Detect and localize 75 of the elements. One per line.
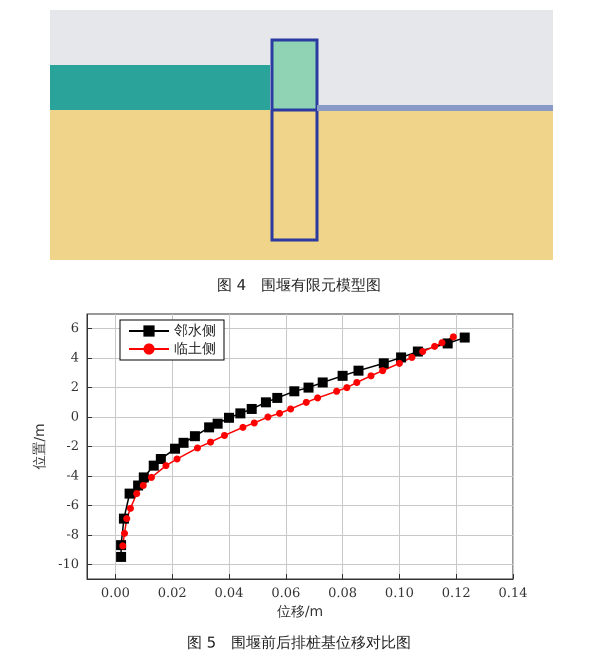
y-tick-label: 0 [70,410,79,425]
point [289,386,300,396]
point [148,474,155,481]
point [124,488,135,499]
text: 图 5 围堰前后排桩基位移对比图 [186,634,412,652]
x-tick-label: 0.00 [100,586,130,601]
y-tick-label: -6 [66,498,79,513]
legend-label: 临土侧 [174,341,216,357]
point [194,444,201,452]
x-tick-label: 0.14 [498,586,528,601]
point [438,339,446,346]
x-tick-label: 0.10 [384,586,414,601]
point [264,414,272,421]
point [354,366,364,376]
y-tick-label: -2 [66,439,79,454]
y-tick-label: -10 [58,556,79,572]
point [338,370,348,381]
legend-label: 邻水侧 [174,323,216,339]
point [116,552,126,562]
point [450,333,457,340]
point [162,462,170,470]
point [174,456,181,463]
x-axis-title: 位移/m [276,604,324,620]
point [260,397,271,408]
caption: 图 4 围堰有限元模型图 [216,276,382,295]
point [431,342,438,350]
x-tick-label: 0.08 [328,586,358,601]
x-tick-label: 0.02 [158,586,187,601]
y-tick-label: 2 [70,380,79,396]
point [123,515,130,522]
point [287,405,294,412]
point [204,422,214,432]
y-axis-title: 位置/m [32,423,48,470]
point [190,431,200,442]
point [396,360,403,367]
y-tick-label: -8 [66,527,79,542]
point [302,398,310,406]
point [207,438,214,446]
x-tick-label: 0.04 [214,586,244,601]
y-tick-label: -4 [66,468,79,484]
point [239,424,246,431]
y-tick-label: 6 [70,321,79,336]
point [333,388,340,395]
point [119,542,126,550]
point [126,504,134,512]
point [212,418,223,429]
point [379,367,386,374]
point [304,382,314,393]
point [368,372,374,380]
point [170,444,180,454]
point [314,394,322,402]
point [138,472,149,482]
point [343,384,350,392]
x-tick-label: 0.12 [442,586,471,601]
point [250,419,258,426]
point [272,392,282,403]
point [353,378,360,386]
point [156,454,166,464]
point [460,332,470,343]
point [378,358,389,368]
point [178,438,189,448]
point [408,354,416,361]
point [419,348,426,356]
point [318,377,328,388]
point [140,482,147,490]
point [224,412,234,423]
point [246,404,257,414]
point [133,490,140,498]
point [120,530,128,537]
x-tick-label: 0.06 [271,586,300,601]
y-tick-label: 4 [70,350,79,366]
point [220,432,228,439]
point [235,408,246,418]
point [148,460,159,471]
point [276,410,284,417]
